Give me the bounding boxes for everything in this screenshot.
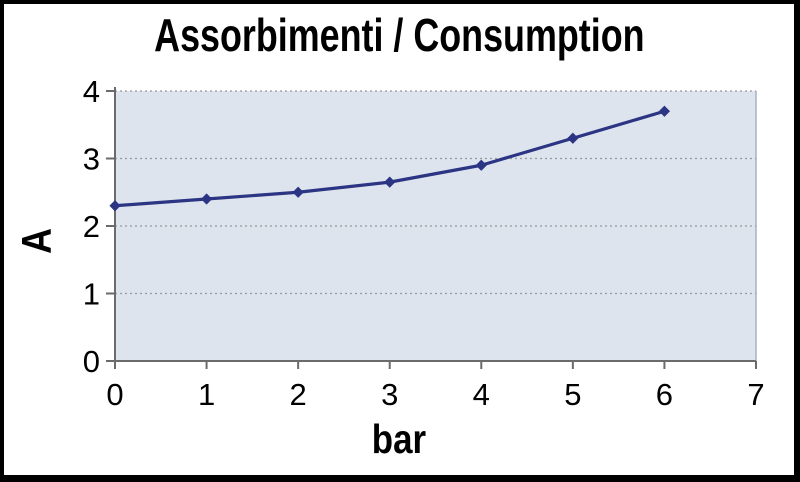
x-tick-label-0: 0 [106,377,123,412]
x-axis-label: bar [4,416,794,463]
chart-svg: 0 1 2 3 4 0 1 2 3 4 5 6 7 [83,74,765,412]
x-tick-label-4: 4 [473,377,490,412]
y-tick-label-0: 0 [83,344,100,379]
x-axis-label-text: bar [371,416,427,462]
x-tick-label-2: 2 [290,377,307,412]
y-tick-label-4: 4 [83,74,100,109]
data-marker-1 [200,193,213,205]
data-marker-2 [292,186,304,198]
x-tick-label-6: 6 [656,377,673,412]
x-tick-label-7: 7 [747,377,764,412]
y-tick-label-2: 2 [83,209,100,244]
y-tick-label-1: 1 [83,277,100,312]
x-tick-label-3: 3 [381,377,398,412]
data-marker-6 [658,105,671,117]
chart-title-text: Assorbimenti / Consumption [153,9,645,61]
x-tick-label-1: 1 [198,377,215,412]
chart-title: Assorbimenti / Consumption [4,8,794,62]
data-marker-5 [567,132,579,144]
x-tick-label-5: 5 [564,377,581,412]
data-marker-3 [384,176,396,188]
y-tick-label-3: 3 [83,142,100,177]
data-marker-4 [475,159,487,171]
data-marker-0 [109,200,121,212]
